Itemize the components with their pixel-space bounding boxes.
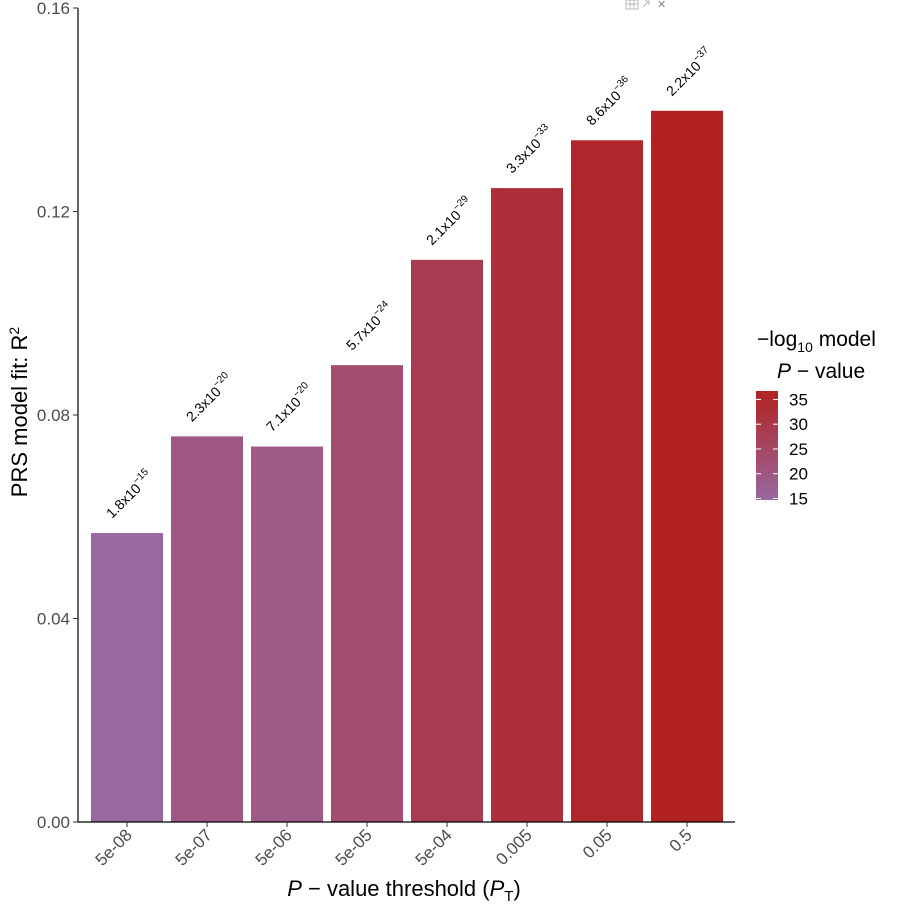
bar-annotation-5e-04: 2.1x10−29 <box>421 193 476 248</box>
y-tick-label: 0.08 <box>37 406 70 425</box>
x-tick-label-5e-06: 5e-06 <box>252 825 296 869</box>
window-controls[interactable]: ✕ <box>625 0 666 11</box>
y-ticks-group: 0.00 0.04 0.08 0.12 0.16 <box>37 0 78 832</box>
y-tick-label: 0.00 <box>37 813 70 832</box>
bar-annotation-0.05: 8.6x10−36 <box>581 74 636 129</box>
x-tick-label-5e-04: 5e-04 <box>412 825 456 869</box>
bar-annotation-5e-07: 2.3x10−20 <box>181 370 236 425</box>
legend-tick-label: 15 <box>789 490 808 509</box>
bar-5e-07 <box>171 436 243 822</box>
y-tick-label: 0.16 <box>37 0 70 18</box>
bar-0.5 <box>651 110 723 822</box>
legend-title-model: model <box>813 328 876 351</box>
legend-title-value: − value <box>791 360 865 383</box>
close-icon[interactable]: ✕ <box>657 0 666 11</box>
x-tick-label-5e-08: 5e-08 <box>92 825 136 869</box>
plot-area: 1.8x10−15 2.3x10−20 7.1x10−20 5.7x10−24 2.1x… <box>37 0 735 870</box>
legend-title-sub: 10 <box>797 339 813 355</box>
bar-annotation-5e-05: 5.7x10−24 <box>341 298 396 353</box>
legend-title-line2: P − value <box>777 360 865 383</box>
x-axis-title-symbol: P <box>490 876 505 901</box>
bar-annotation-0.5: 2.2x10−37 <box>661 44 716 99</box>
legend-tick-label: 20 <box>789 465 808 484</box>
legend-colorbar <box>756 391 778 500</box>
y-axis-title-main: PRS model fit: R <box>7 335 32 498</box>
x-tick-label-0.005: 0.005 <box>492 825 536 869</box>
y-axis-title: PRS model fit: R2 <box>6 327 32 498</box>
x-tick-label-0.5: 0.5 <box>666 825 696 855</box>
y-tick-label: 0.04 <box>37 610 70 629</box>
expand-icon[interactable] <box>642 0 652 8</box>
x-ticks-group: 5e-08 5e-07 5e-06 5e-05 5e-04 0.005 0.05 0.5 <box>92 822 696 870</box>
legend-title-line1: −log10 model <box>757 328 876 355</box>
bar-annotation-5e-08: 1.8x10−15 <box>101 466 156 521</box>
legend-title-neglog: −log <box>757 328 797 351</box>
bar-annotation-5e-06: 7.1x10−20 <box>261 380 316 435</box>
x-axis-title-italic: P <box>287 876 302 901</box>
bar-5e-06 <box>251 446 323 822</box>
legend-tick-label: 35 <box>789 390 808 409</box>
x-axis-title-main: − value threshold ( <box>302 876 490 901</box>
legend-ticks-group: 35 30 25 20 15 <box>756 390 808 509</box>
legend-tick-label: 25 <box>789 440 808 459</box>
bar-5e-04 <box>411 259 483 822</box>
x-axis-title: P − value threshold (PT) <box>287 876 521 905</box>
x-tick-label-5e-05: 5e-05 <box>332 825 376 869</box>
bar-0.05 <box>571 140 643 822</box>
x-tick-label-5e-07: 5e-07 <box>172 825 216 869</box>
bar-5e-05 <box>331 365 403 822</box>
x-axis-title-close: ) <box>513 876 520 901</box>
bar-annotation-0.005: 3.3x10−33 <box>501 121 556 176</box>
bar-0.005 <box>491 188 563 822</box>
y-tick-label: 0.12 <box>37 203 70 222</box>
color-legend: −log10 model P − value 35 30 25 20 15 <box>756 328 876 509</box>
x-tick-label-0.05: 0.05 <box>579 825 616 862</box>
bar-5e-08 <box>91 533 163 822</box>
legend-tick-label: 30 <box>789 415 808 434</box>
x-axis-title-sub: T <box>504 888 513 905</box>
y-axis-title-sup: 2 <box>6 327 22 335</box>
bars-group <box>91 110 723 822</box>
legend-title-p: P <box>777 360 791 383</box>
